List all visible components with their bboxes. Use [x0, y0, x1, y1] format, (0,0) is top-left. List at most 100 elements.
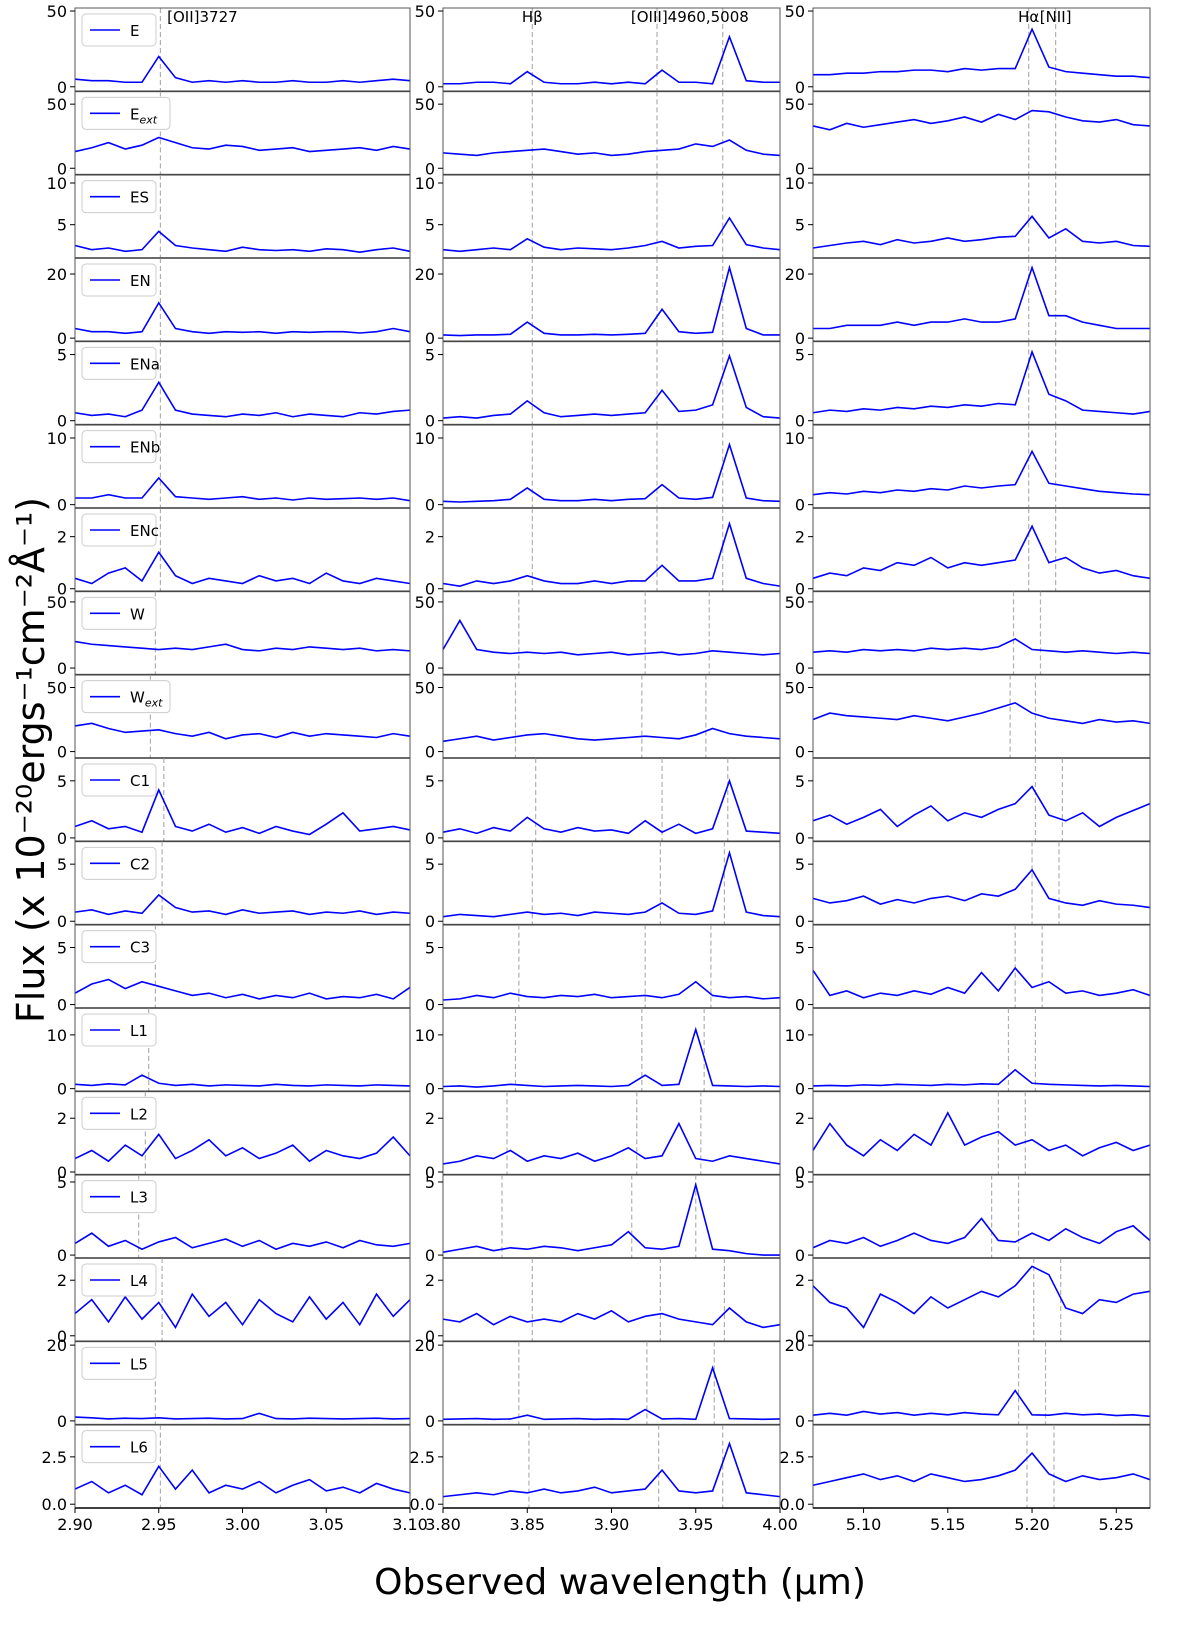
y-tick-label: 50 — [785, 678, 805, 697]
spectrum-line — [812, 349, 1151, 415]
spectrum-line — [812, 1068, 1151, 1088]
y-tick-label: 20 — [785, 1336, 805, 1355]
legend-label: L2 — [130, 1105, 148, 1123]
spectrum-line — [443, 34, 780, 85]
y-tick-label: 0.0 — [410, 1495, 435, 1514]
spectrum-line — [442, 727, 781, 743]
spectrum-line — [442, 1306, 781, 1329]
y-tick-label: 0 — [425, 496, 435, 515]
spectrum-line — [442, 264, 780, 337]
y-tick-label: 0 — [57, 743, 67, 762]
panel-frame — [442, 424, 781, 509]
spectrum-line — [442, 849, 781, 918]
spectrum-line — [812, 1389, 1151, 1418]
y-tick-label: 20 — [47, 265, 67, 284]
y-tick-label: 50 — [785, 593, 805, 612]
legend-name: L2 — [130, 1105, 148, 1123]
spectrum-line — [442, 353, 781, 419]
panel-frame — [442, 507, 781, 592]
spectrum-line — [74, 550, 411, 585]
y-tick-label: 0 — [57, 659, 67, 678]
y-tick-label: 0 — [57, 496, 67, 515]
y-tick-label: 0 — [425, 1327, 435, 1346]
legend-label: C2 — [130, 855, 150, 873]
y-tick-label: 2.5 — [410, 1448, 435, 1467]
y-tick-label: 0 — [57, 78, 67, 97]
y-tick-label: 5 — [57, 855, 67, 874]
y-tick-label: 5 — [57, 216, 67, 235]
y-tick-label: 0 — [795, 1163, 805, 1182]
line-annotation: [NII] — [1040, 8, 1072, 26]
y-tick-label: 0 — [425, 1246, 435, 1265]
y-tick-label: 0 — [57, 1246, 67, 1265]
y-tick-label: 0 — [425, 159, 435, 178]
panel-frame — [812, 1424, 1151, 1509]
x-tick-label: 3.95 — [678, 1515, 714, 1534]
legend-label: ENb — [130, 439, 160, 457]
y-tick-label: 0 — [795, 829, 805, 848]
x-tick-label: 5.10 — [846, 1515, 882, 1534]
y-tick-label: 5 — [425, 1173, 435, 1192]
y-tick-label: 5 — [425, 346, 435, 365]
line-annotation: Hβ — [522, 8, 543, 26]
legend-name: L6 — [130, 1439, 148, 1457]
y-tick-label: 2 — [57, 1109, 67, 1128]
x-tick-label: 3.90 — [594, 1515, 630, 1534]
spectrum-line — [74, 1074, 411, 1087]
legend-name: ENa — [130, 355, 160, 373]
legend-name: W — [130, 689, 145, 707]
y-tick-label: 0 — [795, 659, 805, 678]
y-tick-label: 2 — [795, 1109, 805, 1128]
legend-label: C3 — [130, 939, 150, 957]
y-tick-label: 0 — [57, 1080, 67, 1099]
y-tick-label: 0 — [795, 912, 805, 931]
spectrum-line — [812, 702, 1151, 725]
legend-name-subscript: ext — [139, 113, 157, 126]
y-tick-label: 50 — [785, 95, 805, 114]
spectrum-line — [74, 230, 411, 253]
legend-label: E — [130, 22, 139, 40]
legend-name: L4 — [130, 1272, 148, 1290]
y-tick-label: 0.0 — [780, 1495, 805, 1514]
legend-name: E — [130, 105, 139, 123]
y-tick-label: 0 — [425, 1412, 435, 1431]
y-tick-label: 0 — [795, 743, 805, 762]
y-tick-label: 5 — [57, 938, 67, 957]
y-tick-label: 50 — [47, 95, 67, 114]
legend-name-subscript: ext — [145, 697, 163, 710]
panel-frame — [442, 674, 781, 759]
spectrum-line — [812, 1451, 1151, 1487]
y-tick-label: 0 — [795, 1412, 805, 1431]
panel-frame — [812, 507, 1151, 592]
legend-name: ENc — [130, 522, 159, 540]
y-tick-label: 5 — [57, 772, 67, 791]
y-tick-label: 10 — [785, 1026, 805, 1045]
y-tick-label: 0 — [795, 1246, 805, 1265]
spectrum-line — [74, 301, 411, 335]
y-tick-label: 10 — [785, 429, 805, 448]
spectrum-line — [74, 380, 411, 418]
panel-frame — [442, 1090, 781, 1176]
spectrum-line — [442, 618, 781, 656]
panel-frame — [812, 174, 1151, 259]
y-tick-label: 5 — [795, 346, 805, 365]
legend-name: W — [130, 605, 145, 623]
panel-frame — [442, 174, 781, 259]
x-tick-label: 5.15 — [930, 1515, 966, 1534]
legend-box — [81, 96, 171, 130]
spectrum-line — [442, 1365, 781, 1421]
y-tick-label: 5 — [795, 772, 805, 791]
spectrum-line — [442, 1181, 780, 1256]
spectrum-line — [442, 980, 781, 1001]
panel-frame — [812, 90, 1151, 176]
panel-frame — [812, 424, 1151, 509]
y-tick-label: 2.5 — [42, 1448, 67, 1467]
y-tick-label: 0 — [57, 1163, 67, 1182]
spectrum-line — [74, 1412, 411, 1420]
y-tick-label: 0 — [795, 580, 805, 599]
line-annotation: [OII]3727 — [167, 8, 238, 26]
panel-frame — [812, 840, 1151, 926]
panel-frame — [442, 757, 781, 842]
panel-frame — [812, 1007, 1151, 1092]
x-tick-label: 4.00 — [762, 1515, 798, 1534]
